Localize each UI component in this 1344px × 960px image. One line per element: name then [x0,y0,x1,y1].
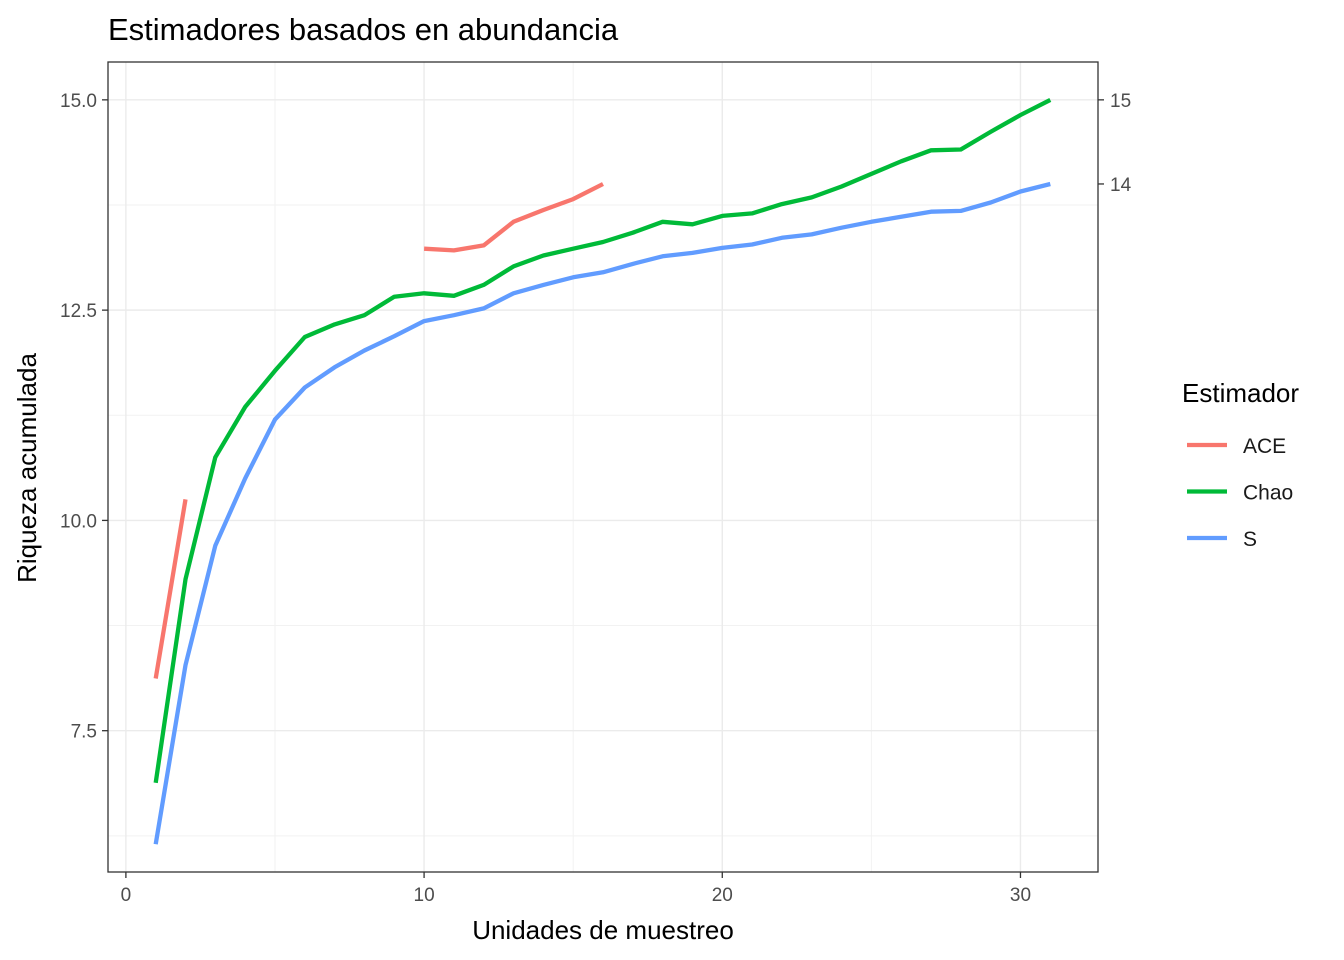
y-tick-label: 7.5 [71,722,97,743]
grid-major [108,62,1098,872]
legend: Estimador ACE Chao S [1182,378,1299,551]
legend-label-chao: Chao [1243,482,1293,505]
y-axis-secondary: 14 15 [1098,91,1132,196]
x-axis-title: Unidades de muestreo [472,915,734,945]
y-axis: 7.5 10.0 12.5 15.0 [60,91,108,743]
x-tick-label: 30 [1010,885,1031,906]
series-layer [153,97,1052,845]
x-tick-label: 0 [121,885,132,906]
chart-title: Estimadores basados en abundancia [108,12,619,47]
x-tick-label: 10 [414,885,435,906]
y-tick-label: 15.0 [60,91,97,112]
legend-label-ace: ACE [1243,435,1286,458]
y2-tick-label: 15 [1110,91,1131,112]
y2-tick-label: 14 [1110,175,1132,196]
plot-panel-border [107,61,1099,873]
grid-minor [108,62,1098,872]
y-tick-label: 10.0 [60,511,97,532]
series-line-chao [153,97,1052,784]
legend-label-s: S [1243,528,1257,551]
y-tick-label: 12.5 [60,301,97,322]
y-axis-title: Riqueza acumulada [12,353,42,583]
x-axis: 0 10 20 30 [121,872,1031,906]
series-line-ace [153,182,604,679]
legend-title: Estimador [1182,378,1299,408]
series-line-s [153,181,1051,845]
x-tick-label: 20 [712,885,733,906]
